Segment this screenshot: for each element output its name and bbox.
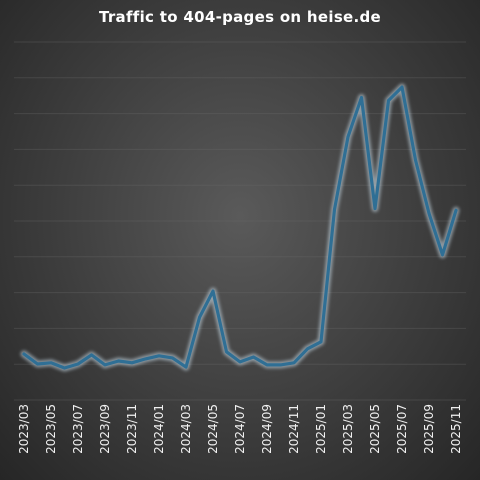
x-tick-label: 2024/11 (287, 404, 301, 454)
x-tick-labels: 2023/03 2023/05 2023/07 2023/09 2023/11 2024/… (17, 404, 463, 454)
x-tick-label: 2024/05 (206, 404, 220, 454)
series-line-glow (20, 83, 460, 372)
x-tick-label: 2025/01 (314, 404, 328, 454)
x-tick-label: 2025/03 (341, 404, 355, 454)
chart-title: Traffic to 404-pages on heise.de (98, 8, 382, 26)
x-tick-label: 2025/11 (449, 404, 463, 454)
x-tick-label: 2025/07 (395, 404, 409, 454)
series-line-group (20, 83, 460, 372)
x-tick-label: 2024/07 (233, 404, 247, 454)
x-tick-label: 2025/05 (368, 404, 382, 454)
x-tick-label: 2023/03 (17, 404, 31, 454)
x-tick-label: 2023/05 (44, 404, 58, 454)
x-tick-label: 2023/07 (71, 404, 85, 454)
x-tick-label: 2024/03 (179, 404, 193, 454)
x-tick-label: 2023/11 (125, 404, 139, 454)
series-line (22, 85, 458, 370)
x-tick-label: 2023/09 (98, 404, 112, 454)
x-tick-label: 2025/09 (422, 404, 436, 454)
x-tick-label: 2024/01 (152, 404, 166, 454)
x-tick-label: 2024/09 (260, 404, 274, 454)
